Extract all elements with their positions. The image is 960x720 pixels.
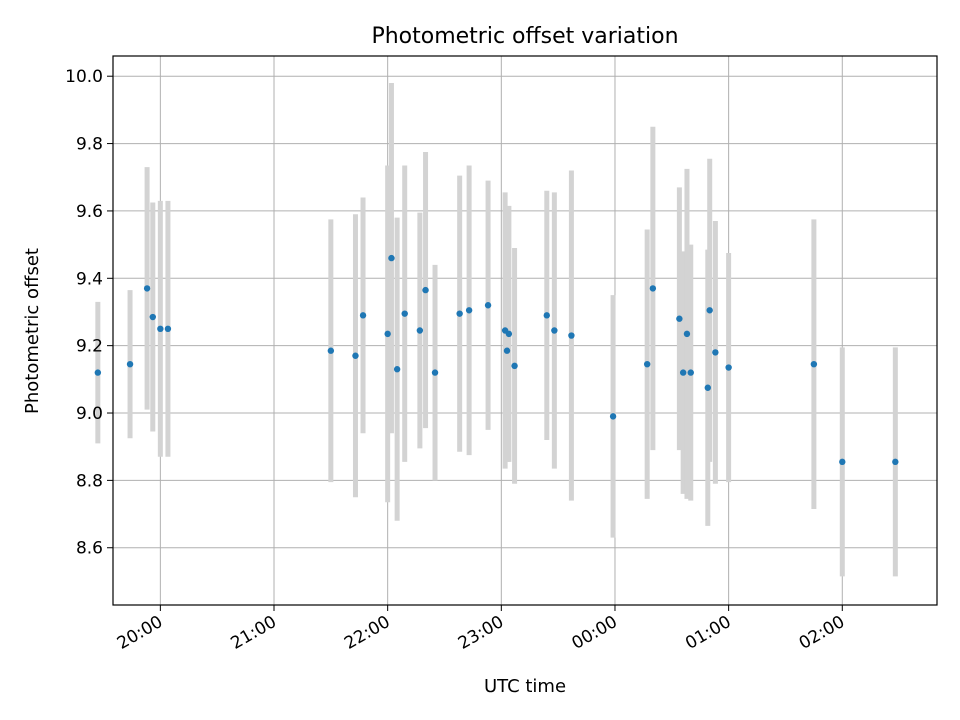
data-point	[543, 312, 550, 319]
x-tick-label: 02:00	[796, 612, 848, 654]
data-point	[511, 362, 518, 370]
data-point	[725, 364, 732, 371]
data-point	[609, 413, 617, 420]
data-point	[505, 330, 513, 338]
y-tick-label: 10.0	[65, 67, 103, 87]
data-point	[431, 369, 439, 376]
data-point	[149, 313, 156, 321]
data-point	[352, 352, 359, 359]
x-tick-label: 21:00	[228, 612, 280, 654]
data-point	[706, 307, 713, 314]
data-point	[126, 360, 134, 368]
data-point	[643, 360, 651, 368]
data-point	[810, 360, 818, 368]
y-tick-label: 9.0	[76, 404, 103, 424]
chart-title: Photometric offset variation	[371, 24, 678, 49]
data-point	[683, 330, 691, 338]
data-point	[484, 302, 492, 309]
data-point	[839, 458, 846, 466]
data-point	[401, 310, 408, 317]
x-tick-label: 20:00	[114, 612, 166, 654]
y-tick-label: 9.8	[76, 135, 103, 155]
data-point	[94, 369, 102, 376]
data-point	[416, 327, 424, 334]
y-tick-label: 9.6	[76, 202, 103, 222]
x-tick-label: 23:00	[455, 612, 507, 654]
data-point	[393, 366, 401, 373]
data-point	[456, 310, 463, 317]
data-points	[94, 254, 899, 466]
data-point	[388, 254, 395, 262]
y-axis-ticks: 8.6 8.8 9.0 9.2 9.4 9.6 9.8 10.0	[65, 67, 113, 559]
data-point	[359, 312, 367, 319]
data-point	[327, 347, 335, 354]
y-axis-label: Photometric offset	[22, 248, 43, 414]
data-point	[465, 307, 473, 314]
data-point	[503, 347, 511, 354]
data-point	[676, 315, 683, 322]
plot-frame	[112, 55, 938, 606]
data-point	[712, 349, 719, 356]
x-axis-ticks: 20:00 21:00 22:00 23:00 00:00 01:00 02:00	[114, 605, 848, 654]
x-axis-label: UTC time	[484, 676, 566, 697]
data-point	[384, 330, 391, 338]
data-point	[157, 325, 164, 333]
data-point	[143, 285, 151, 292]
error-bars	[95, 82, 898, 577]
data-point	[164, 325, 172, 333]
y-tick-label: 9.4	[76, 269, 103, 289]
x-tick-label: 22:00	[341, 612, 393, 654]
data-point	[892, 458, 899, 466]
y-tick-label: 9.2	[76, 337, 103, 357]
x-tick-label: 00:00	[569, 612, 621, 654]
data-point	[649, 285, 657, 292]
y-tick-label: 8.8	[76, 471, 103, 491]
x-tick-label: 01:00	[682, 612, 734, 654]
data-point	[422, 286, 429, 294]
data-point	[687, 369, 694, 376]
data-point	[679, 369, 687, 376]
data-point	[551, 327, 558, 334]
data-point	[704, 384, 711, 391]
data-point	[568, 332, 575, 339]
y-tick-label: 8.6	[76, 539, 103, 559]
